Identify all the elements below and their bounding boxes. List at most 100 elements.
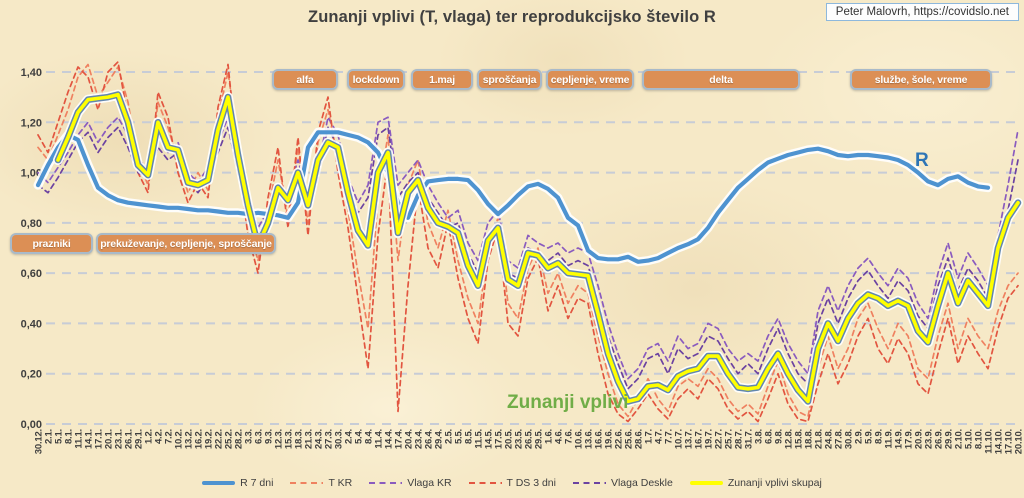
x-tick-label: 29.1. bbox=[134, 429, 145, 449]
legend-label: Vlaga KR bbox=[407, 477, 452, 489]
legend-item: T DS 3 dni bbox=[468, 477, 556, 489]
annotation-box: službe, šole, vreme bbox=[850, 69, 992, 90]
x-tick-label: 3.8. bbox=[754, 429, 765, 444]
legend-item: Zunanji vplivi skupaj bbox=[689, 477, 822, 489]
x-tick-label: 14.1. bbox=[84, 429, 95, 449]
x-tick-label: 11.4. bbox=[374, 429, 385, 449]
annotation-box: prekuževanje, cepljenje, sproščanje bbox=[96, 233, 276, 254]
x-tick-label: 2.10. bbox=[954, 429, 965, 449]
legend-item: Vlaga KR bbox=[369, 477, 452, 489]
credit-text: Peter Malovrh, https://covidslo.net bbox=[835, 6, 1009, 18]
x-tick-label: 30.8. bbox=[844, 429, 855, 449]
x-tick-label: 18.8. bbox=[804, 429, 815, 449]
series-path-zunanji-vplivi-skupaj bbox=[56, 92, 1020, 404]
y-tick-label: 0,20 bbox=[21, 369, 42, 381]
x-tick-label: 10.2. bbox=[174, 429, 185, 449]
y-tick-label: 0,80 bbox=[21, 218, 42, 230]
x-tick-label: 11.10. bbox=[984, 429, 995, 454]
x-tick-label: 8.10. bbox=[974, 429, 985, 449]
y-tick-label: 0,00 bbox=[21, 419, 42, 431]
x-tick-label: 26.9. bbox=[934, 429, 945, 449]
x-tick-label: 4.6. bbox=[554, 429, 565, 444]
x-tick-label: 22.7. bbox=[714, 429, 725, 449]
x-tick-label: 6.3. bbox=[254, 429, 265, 444]
x-tick-label: 26.4. bbox=[424, 429, 435, 449]
legend-item: Vlaga Deskle bbox=[572, 477, 673, 489]
x-tick-label: 11.5. bbox=[474, 429, 485, 449]
x-tick-label: 22.2. bbox=[214, 429, 225, 449]
x-tick-label: 31.7. bbox=[744, 429, 755, 449]
x-tick-label: 20.9. bbox=[914, 429, 925, 449]
x-tick-label: 2.1. bbox=[44, 429, 55, 444]
x-tick-label: 14.4. bbox=[384, 429, 395, 449]
y-tick-label: 0,40 bbox=[21, 318, 42, 330]
x-tick-label: 12.8. bbox=[784, 429, 795, 449]
legend-marker bbox=[202, 481, 236, 485]
x-tick-label: 24.3. bbox=[314, 429, 325, 449]
x-tick-label: 25.6. bbox=[624, 429, 635, 449]
x-tick-label: 19.6. bbox=[604, 429, 615, 449]
x-tick-label: 26.5. bbox=[524, 429, 535, 449]
x-tick-label: 8.5. bbox=[464, 429, 475, 444]
x-tick-label: 7.6. bbox=[564, 429, 575, 444]
annotation-box: 1.maj bbox=[411, 69, 473, 90]
x-tick-label: 20.1. bbox=[104, 429, 115, 449]
x-tick-label: 23.9. bbox=[924, 429, 935, 449]
y-tick-label: 1,00 bbox=[21, 168, 42, 180]
series-path-vlaga-kr bbox=[37, 116, 1019, 380]
x-tick-label: 8.9. bbox=[874, 429, 885, 444]
x-tick-label: 16.2. bbox=[194, 429, 205, 449]
x-tick-label: 19.2. bbox=[204, 429, 215, 449]
x-tick-label: 23.5. bbox=[514, 429, 525, 449]
annotation-box: cepljenje, vreme bbox=[546, 69, 634, 90]
x-tick-label: 2.9. bbox=[854, 429, 865, 444]
zunanji-vplivi-annotation: Zunanji vplivi bbox=[507, 392, 629, 413]
x-tick-label: 16.7. bbox=[694, 429, 705, 449]
legend-label: R 7 dni bbox=[240, 477, 274, 489]
y-tick-label: 0,60 bbox=[21, 268, 42, 280]
annotation-box: prazniki bbox=[10, 233, 93, 254]
annotation-box: delta bbox=[642, 69, 800, 90]
x-tick-label: 11.9. bbox=[884, 429, 895, 449]
x-tick-label: 2.5. bbox=[444, 429, 455, 444]
x-tick-label: 13.7. bbox=[684, 429, 695, 449]
x-tick-label: 9.3. bbox=[264, 429, 275, 444]
legend-item: T KR bbox=[290, 477, 352, 489]
legend-marker bbox=[290, 481, 324, 485]
x-tick-label: 5.4. bbox=[354, 429, 365, 444]
x-tick-label: 28.6. bbox=[634, 429, 645, 449]
x-tick-label: 17.4. bbox=[394, 429, 405, 449]
x-tick-label: 10.7. bbox=[674, 429, 685, 449]
y-tick-label: 1,20 bbox=[21, 117, 42, 129]
x-tick-label: 14.9. bbox=[894, 429, 905, 449]
annotation-box: sproščanja bbox=[477, 69, 542, 90]
x-tick-label: 22.6. bbox=[614, 429, 625, 449]
x-tick-label: 19.7. bbox=[704, 429, 715, 449]
annotation-box: alfa bbox=[272, 69, 338, 90]
x-tick-label: 13.2. bbox=[184, 429, 195, 449]
x-tick-label: 23.4. bbox=[414, 429, 425, 449]
x-tick-label: 17.10. bbox=[1004, 429, 1015, 454]
r-series-annotation: R bbox=[915, 150, 929, 171]
x-tick-label: 8.4. bbox=[364, 429, 375, 444]
legend-marker bbox=[369, 481, 403, 485]
x-tick-label: 20.5. bbox=[504, 429, 515, 449]
x-tick-label: 29.5. bbox=[534, 429, 545, 449]
x-tick-label: 7.2. bbox=[164, 429, 175, 444]
x-tick-label: 30.3. bbox=[334, 429, 345, 449]
x-tick-label: 25.7. bbox=[724, 429, 735, 449]
series-path-vlaga-deskle bbox=[37, 126, 1019, 390]
x-tick-label: 15.3. bbox=[284, 429, 295, 449]
x-tick-label: 28.7. bbox=[734, 429, 745, 449]
x-tick-label: 27.3. bbox=[324, 429, 335, 449]
legend-marker bbox=[689, 481, 723, 485]
x-tick-label: 30.12. bbox=[34, 429, 45, 454]
x-tick-label: 1.6. bbox=[544, 429, 555, 444]
x-tick-label: 5.9. bbox=[864, 429, 875, 444]
x-tick-label: 11.1. bbox=[74, 429, 85, 449]
x-tick-label: 9.8. bbox=[774, 429, 785, 444]
x-tick-label: 5.1. bbox=[54, 429, 65, 444]
x-tick-label: 10.6. bbox=[574, 429, 585, 449]
x-tick-label: 27.8. bbox=[834, 429, 845, 449]
